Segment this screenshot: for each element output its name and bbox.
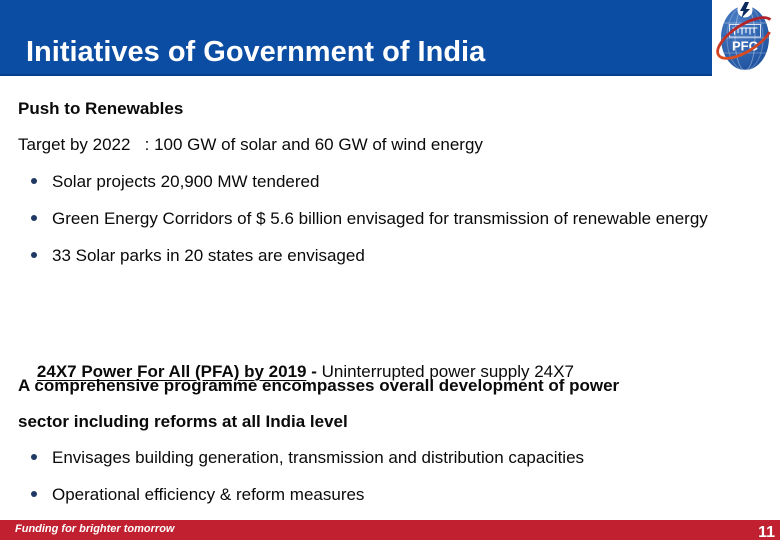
pfa-heading: 24X7 Power For All (PFA) by 2019 - Unint…: [18, 337, 754, 406]
bullet-item: 33 Solar parks in 20 states are envisage…: [18, 244, 730, 267]
bullet-text: Envisages building generation, transmiss…: [52, 448, 585, 467]
bullet-dot: [31, 178, 37, 184]
renewables-target-line: Target by 2022 : 100 GW of solar and 60 …: [18, 135, 483, 154]
bullet-item: Operational efficiency & reform measures: [18, 483, 730, 506]
renewables-heading: Push to Renewables: [18, 99, 184, 118]
bullet-dot: [31, 252, 37, 258]
pfa-heading-separator: -: [306, 362, 322, 381]
page-title: Initiatives of Government of India: [26, 36, 486, 68]
bullet-dot: [31, 491, 37, 497]
pfa-subheading-line-2: sector including reforms at all India le…: [18, 412, 348, 431]
red-swoosh: [716, 16, 774, 60]
bullet-text: Solar projects 20,900 MW tendered: [52, 172, 320, 191]
pfa-heading-rest: Uninterrupted power supply 24X7: [321, 362, 574, 381]
pfc-logo-graphic: PFC: [716, 2, 774, 71]
bullet-text: 33 Solar parks in 20 states are envisage…: [52, 246, 365, 265]
bullet-item: Envisages building generation, transmiss…: [18, 446, 730, 469]
footer-tagline: Funding for brighter tomorrow: [15, 523, 175, 535]
page-number: 11: [758, 524, 775, 540]
bullet-item: Solar projects 20,900 MW tendered: [18, 170, 730, 193]
lightning-bolt-icon: [737, 2, 753, 18]
pfa-heading-underlined: 24X7 Power For All (PFA) by 2019: [36, 362, 307, 381]
bullet-dot: [31, 215, 37, 221]
bullet-item: Green Energy Corridors of $ 5.6 billion …: [18, 207, 730, 230]
pfc-logo: PFC: [712, 0, 780, 82]
footer-bar: Funding for brighter tomorrow 11: [0, 520, 780, 540]
renewables-bullet-list: Solar projects 20,900 MW tendered Green …: [18, 170, 730, 281]
pfa-bullet-list: Envisages building generation, transmiss…: [18, 446, 730, 520]
bullet-dot: [31, 454, 37, 460]
bullet-text: Operational efficiency & reform measures: [52, 485, 365, 504]
pfa-subheading-line-1: A comprehensive programme encompasses ov…: [18, 376, 620, 395]
bullet-text: Green Energy Corridors of $ 5.6 billion …: [52, 209, 708, 228]
header-bar: [0, 0, 712, 76]
